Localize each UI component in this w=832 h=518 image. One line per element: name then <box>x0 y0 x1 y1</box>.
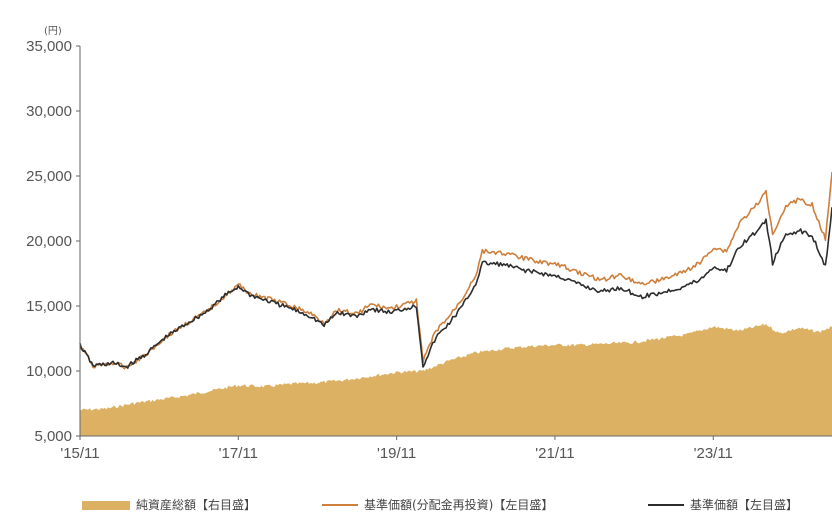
y-tick-label: 5,000 <box>34 428 72 445</box>
net-assets-area <box>80 323 832 436</box>
x-tick-label: '17/11 <box>219 445 258 462</box>
x-tick-label: '23/11 <box>694 445 733 462</box>
y-tick-label: 15,000 <box>26 298 72 315</box>
legend-swatch <box>82 501 130 510</box>
legend-label: 基準価額(分配金再投資)【左目盛】 <box>364 497 553 512</box>
legend-label: 純資産総額【右目盛】 <box>136 497 256 512</box>
reinvested-nav-line <box>79 172 832 370</box>
y-tick-label: 10,000 <box>26 363 72 380</box>
x-tick-label: '21/11 <box>535 445 574 462</box>
axes-layer: 5,000 10,000 15,000 20,000 25,000 30,000 35,00… <box>26 38 832 462</box>
legend: 純資産総額【右目盛】 基準価額(分配金再投資)【左目盛】 基準価額【左目盛】 <box>82 497 798 512</box>
y-tick-label: 30,000 <box>26 103 72 120</box>
y-tick-label: 35,000 <box>26 38 72 55</box>
legend-item-nav: 基準価額【左目盛】 <box>648 497 798 512</box>
y-tick-label: 20,000 <box>26 233 72 250</box>
x-tick-label: '19/11 <box>377 445 416 462</box>
legend-item-reinvested-nav: 基準価額(分配金再投資)【左目盛】 <box>322 497 553 512</box>
x-tick-label: '15/11 <box>60 445 99 462</box>
legend-label: 基準価額【左目盛】 <box>690 497 798 512</box>
y-tick-label: 25,000 <box>26 168 72 185</box>
legend-item-net-assets: 純資産総額【右目盛】 <box>82 497 256 512</box>
nav-line <box>79 207 832 369</box>
price-lines-layer <box>79 172 832 370</box>
y-axis-unit-label: (円) <box>44 26 62 37</box>
net-assets-area-layer <box>80 323 832 436</box>
